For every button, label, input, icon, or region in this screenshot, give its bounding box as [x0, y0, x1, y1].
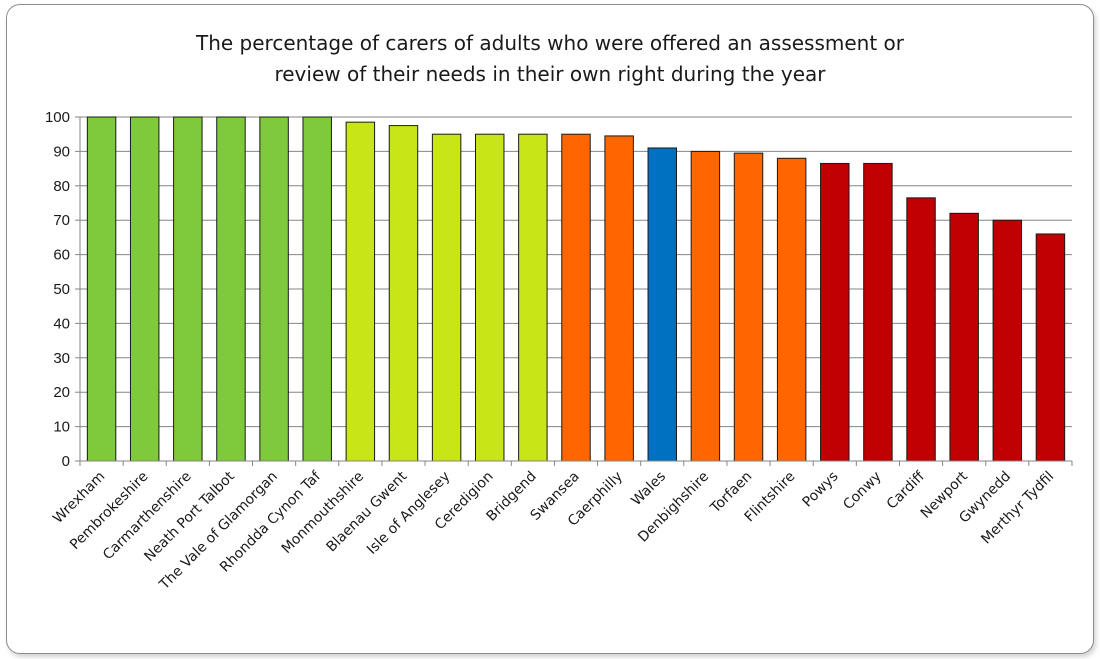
bar	[173, 116, 203, 462]
bar	[518, 133, 548, 462]
bar	[86, 116, 117, 462]
bar	[992, 219, 1023, 462]
bar	[388, 125, 419, 462]
bar	[129, 116, 160, 462]
bar	[647, 147, 677, 462]
bar	[345, 121, 376, 462]
y-tick-label: 90	[53, 143, 70, 160]
axes	[75, 116, 1073, 466]
bar	[475, 133, 505, 462]
bar	[216, 116, 246, 462]
y-tick-label: 0	[62, 453, 70, 470]
bar	[302, 116, 332, 462]
y-tick-label: 60	[53, 247, 70, 264]
bar	[776, 157, 807, 462]
chart-title-line-2: review of their needs in their own right…	[274, 62, 826, 86]
y-tick-label: 40	[53, 315, 70, 332]
x-category-label: Pembrokeshire	[67, 469, 151, 553]
bar	[906, 197, 936, 462]
bar	[820, 162, 850, 462]
chart-title-line-1: The percentage of carers of adults who w…	[195, 31, 905, 55]
bar	[259, 116, 289, 462]
bar	[431, 133, 462, 462]
y-tick-label: 80	[53, 178, 70, 195]
x-category-label: Wales	[629, 469, 670, 510]
y-tick-label: 20	[53, 384, 70, 401]
y-tick-label: 70	[53, 212, 70, 229]
y-tick-label: 30	[53, 350, 70, 367]
bar	[561, 133, 591, 462]
y-axis-tick-labels: 0 10 20 30 40 50 60 70 80 90 100	[45, 109, 70, 470]
bar	[690, 150, 721, 462]
y-tick-label: 50	[53, 281, 70, 298]
bar	[863, 162, 893, 462]
y-tick-label: 10	[53, 419, 70, 436]
bar	[604, 135, 634, 462]
y-tick-label: 100	[45, 109, 70, 126]
bars	[86, 116, 1066, 462]
x-category-label: Conwy	[840, 469, 885, 514]
bar	[949, 212, 979, 462]
x-category-label: Powys	[800, 469, 842, 511]
bar	[1035, 233, 1066, 462]
bar	[733, 152, 764, 462]
x-axis-category-labels: WrexhamPembrokeshireCarmarthenshireNeath…	[50, 468, 1057, 594]
